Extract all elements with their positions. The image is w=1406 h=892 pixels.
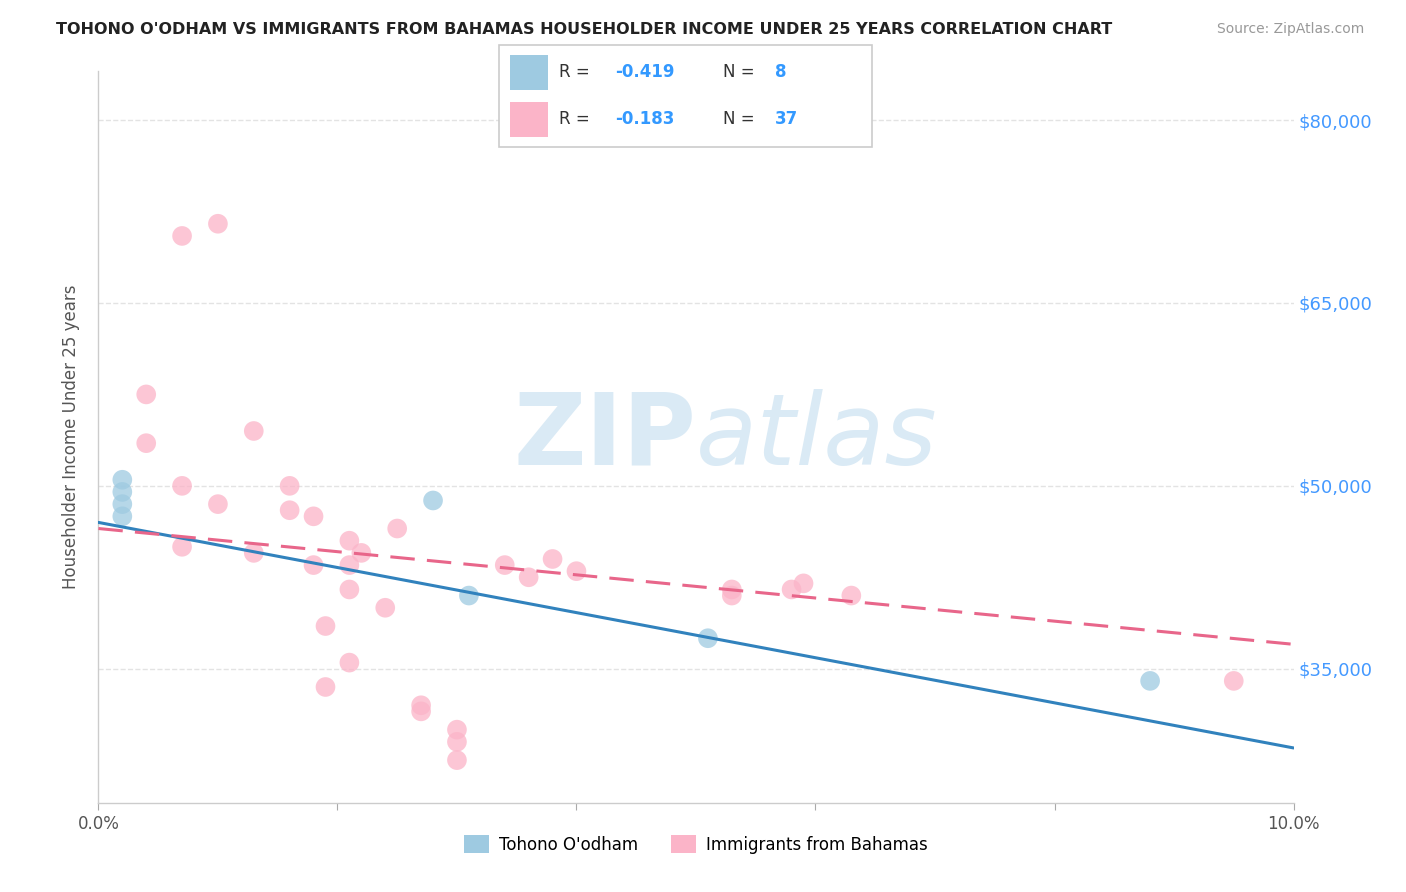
Point <box>278 479 301 493</box>
Point <box>494 558 516 573</box>
Point <box>541 552 564 566</box>
Text: N =: N = <box>723 111 759 128</box>
FancyBboxPatch shape <box>510 55 547 90</box>
Point <box>339 582 361 597</box>
Point <box>446 735 468 749</box>
Point <box>315 619 337 633</box>
Point <box>458 589 481 603</box>
Point <box>135 436 157 450</box>
Point <box>780 582 803 597</box>
Point <box>111 509 134 524</box>
Point <box>243 546 266 560</box>
Point <box>374 600 396 615</box>
Point <box>278 503 301 517</box>
Text: 37: 37 <box>775 111 799 128</box>
Point <box>302 558 325 573</box>
Point <box>207 217 229 231</box>
Point <box>411 698 433 713</box>
Point <box>385 521 409 535</box>
Point <box>243 424 266 438</box>
Point <box>172 479 194 493</box>
Text: Source: ZipAtlas.com: Source: ZipAtlas.com <box>1216 22 1364 37</box>
Point <box>565 564 588 578</box>
Text: atlas: atlas <box>696 389 938 485</box>
Point <box>339 656 361 670</box>
Point <box>422 493 444 508</box>
Text: TOHONO O'ODHAM VS IMMIGRANTS FROM BAHAMAS HOUSEHOLDER INCOME UNDER 25 YEARS CORR: TOHONO O'ODHAM VS IMMIGRANTS FROM BAHAMA… <box>56 22 1112 37</box>
Text: -0.419: -0.419 <box>614 63 673 81</box>
Point <box>302 509 325 524</box>
Y-axis label: Householder Income Under 25 years: Householder Income Under 25 years <box>62 285 80 590</box>
Point <box>517 570 540 584</box>
Text: ZIP: ZIP <box>513 389 696 485</box>
Point <box>111 485 134 500</box>
Point <box>207 497 229 511</box>
Point <box>446 753 468 767</box>
Point <box>697 632 720 646</box>
Text: 8: 8 <box>775 63 786 81</box>
FancyBboxPatch shape <box>499 45 872 147</box>
Point <box>721 589 744 603</box>
Point <box>111 497 134 511</box>
Text: -0.183: -0.183 <box>614 111 673 128</box>
Point <box>172 540 194 554</box>
Point <box>111 473 134 487</box>
Point <box>339 533 361 548</box>
FancyBboxPatch shape <box>510 102 547 137</box>
Point <box>721 582 744 597</box>
Point <box>446 723 468 737</box>
Point <box>315 680 337 694</box>
Point <box>793 576 815 591</box>
Point <box>1223 673 1246 688</box>
Point <box>841 589 863 603</box>
Text: R =: R = <box>558 63 595 81</box>
Text: R =: R = <box>558 111 595 128</box>
Point <box>350 546 373 560</box>
Point <box>172 228 194 243</box>
Point <box>339 558 361 573</box>
Text: N =: N = <box>723 63 759 81</box>
Point <box>135 387 157 401</box>
Point <box>411 705 433 719</box>
Legend: Tohono O'odham, Immigrants from Bahamas: Tohono O'odham, Immigrants from Bahamas <box>457 829 935 860</box>
Point <box>1139 673 1161 688</box>
